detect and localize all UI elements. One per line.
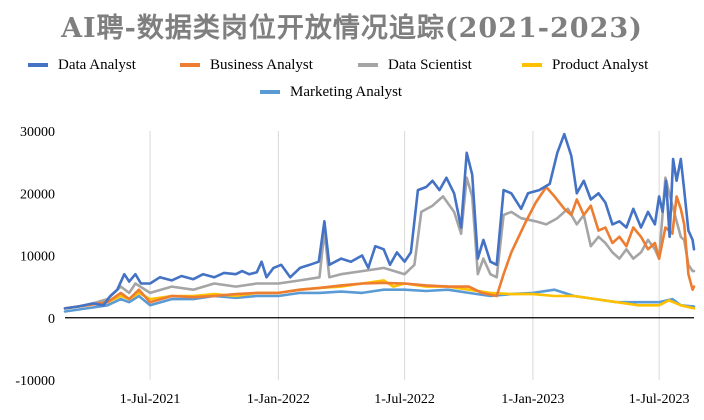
x-tick-label: 1-Jan-2022	[247, 392, 310, 407]
legend-label: Data Scientist	[388, 57, 473, 73]
series-line-business-analyst	[63, 185, 696, 310]
legend-label: Product Analyst	[552, 57, 649, 73]
x-tick-label: 1-Jul-2021	[120, 392, 181, 407]
y-tick-label: -10000	[15, 374, 55, 389]
legend-label: Marketing Analyst	[290, 84, 403, 100]
x-tick-label: 1-Jul-2022	[374, 392, 435, 407]
y-tick-label: 20000	[20, 187, 55, 202]
legend-label: Business Analyst	[210, 57, 314, 73]
x-tick-label: 1-Jul-2023	[629, 392, 690, 407]
series-line-data-analyst	[63, 132, 696, 310]
x-tick-label: 1-Jan-2023	[501, 392, 564, 407]
series-line-data-scientist	[63, 176, 696, 310]
y-tick-label: 30000	[20, 125, 55, 140]
y-tick-label: 10000	[20, 250, 55, 265]
y-tick-label: 0	[48, 312, 55, 327]
legend-label: Data Analyst	[58, 57, 137, 73]
series-line-product-analyst	[63, 279, 696, 310]
chart-title: AI聘-数据类岗位开放情况追踪(2021-2023)	[61, 13, 643, 44]
